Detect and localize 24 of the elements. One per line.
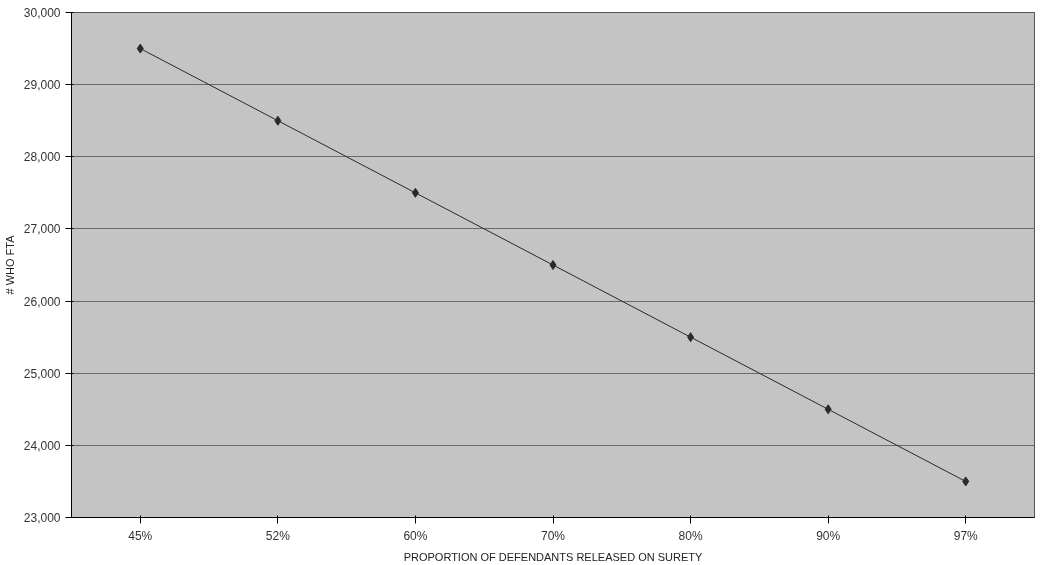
point [411,187,419,198]
y-axis-title: # WHO FTA [3,234,16,295]
point [687,332,695,343]
x-tick-label: 60% [403,528,428,543]
y-tick-label: 29,000 [23,78,61,93]
y-tick-label: 25,000 [23,366,61,381]
point [824,404,832,415]
point [962,476,970,487]
y-tick-label: 27,000 [23,222,61,237]
x-tick-label: 52% [265,528,291,543]
x-axis-title: PROPORTION OF DEFENDANTS RELEASED ON SURETY [403,550,703,563]
point [136,43,144,54]
x-tick-label: 45% [128,528,153,543]
x-tick-label: 97% [953,528,979,543]
x-tick-label: 90% [816,528,841,543]
point [274,115,282,126]
y-tick-label: 23,000 [23,511,61,525]
x-tick-label: 70% [540,528,566,543]
y-tick-label: 28,000 [23,150,61,165]
x-tick-label: 80% [678,528,703,543]
y-tick-label: 26,000 [23,294,61,309]
y-tick-label: 30,000 [23,6,61,20]
point [549,260,557,270]
y-tick-label: 24,000 [23,438,61,453]
